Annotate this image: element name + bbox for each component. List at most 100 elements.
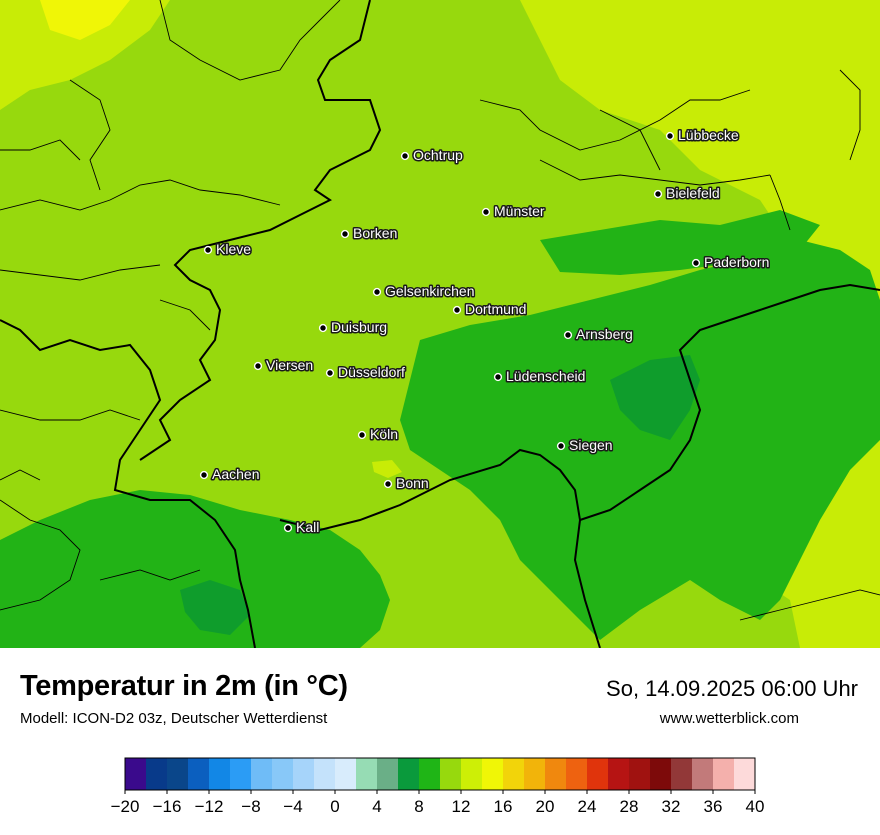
- legend-swatch: [713, 758, 735, 790]
- legend-swatch: [377, 758, 399, 790]
- city-dot: [203, 245, 213, 255]
- legend-swatch: [545, 758, 567, 790]
- legend-swatch: [251, 758, 273, 790]
- city-label: Bielefeld: [666, 185, 720, 201]
- city-label: Dortmund: [465, 301, 526, 317]
- city-dot: [283, 523, 293, 533]
- city-dot: [481, 207, 491, 217]
- city-marker: Kall: [283, 518, 321, 537]
- legend-tick-label: −16: [153, 797, 182, 816]
- city-label: Bonn: [396, 475, 429, 491]
- city-label: Borken: [353, 225, 397, 241]
- city-label: Arnsberg: [576, 326, 633, 342]
- city-marker: Siegen: [556, 436, 614, 455]
- city-marker: Arnsberg: [563, 325, 634, 344]
- legend-swatch: [692, 758, 714, 790]
- city-marker: Münster: [481, 202, 546, 221]
- city-marker: Köln: [357, 425, 400, 444]
- city-label: Paderborn: [704, 254, 769, 270]
- legend-tick-label: 12: [452, 797, 471, 816]
- temperature-zone-12c: [400, 240, 880, 640]
- map-canvas: Lübbecke Ochtrup Bielefeld Münster Borken Kle…: [0, 0, 880, 648]
- city-label: Ochtrup: [413, 147, 463, 163]
- district-borders: [0, 0, 880, 621]
- legend-swatch: [167, 758, 189, 790]
- city-dot: [340, 229, 350, 239]
- city-label: Viersen: [266, 357, 313, 373]
- city-marker: Bonn: [383, 474, 430, 493]
- legend-swatch: [314, 758, 336, 790]
- temperature-zone-10c-2: [180, 580, 250, 635]
- legend-swatch: [230, 758, 252, 790]
- city-marker: Lüdenscheid: [493, 367, 587, 386]
- city-label: Gelsenkirchen: [385, 283, 475, 299]
- legend-tick-label: 8: [414, 797, 423, 816]
- legend-tick-label: 24: [578, 797, 597, 816]
- city-dot: [253, 361, 263, 371]
- city-label: Siegen: [569, 437, 613, 453]
- city-marker: Lübbecke: [665, 126, 740, 145]
- model-source: Modell: ICON-D2 03z, Deutscher Wetterdie…: [20, 710, 328, 727]
- legend-swatch: [482, 758, 504, 790]
- legend-tick-label: 20: [536, 797, 555, 816]
- legend-tick-label: −4: [283, 797, 302, 816]
- legend-tick-label: 0: [330, 797, 339, 816]
- city-marker: Paderborn: [691, 253, 771, 272]
- city-dot: [556, 441, 566, 451]
- legend-swatch: [293, 758, 315, 790]
- city-dot: [199, 470, 209, 480]
- city-dot: [357, 430, 367, 440]
- city-label: Kleve: [216, 241, 251, 257]
- legend-swatch: [671, 758, 693, 790]
- legend-swatch: [566, 758, 588, 790]
- legend-swatch: [734, 758, 756, 790]
- city-marker: Viersen: [253, 356, 315, 375]
- legend-tick-label: −20: [111, 797, 140, 816]
- country-borders: [0, 0, 880, 648]
- temperature-zone-18c-nw: [40, 0, 130, 40]
- legend-swatch: [188, 758, 210, 790]
- temperature-zone-12c-lippe: [540, 210, 820, 275]
- website-link[interactable]: www.wetterblick.com: [659, 710, 799, 727]
- legend-swatch: [125, 758, 147, 790]
- city-marker: Düsseldorf: [325, 363, 407, 382]
- city-label: Duisburg: [331, 319, 387, 335]
- city-dot: [452, 305, 462, 315]
- legend-swatch: [608, 758, 630, 790]
- city-label: Aachen: [212, 466, 259, 482]
- valid-datetime: So, 14.09.2025 06:00 Uhr: [606, 676, 858, 701]
- temperature-map: Lübbecke Ochtrup Bielefeld Münster Borken Kle…: [0, 0, 880, 648]
- legend-swatch: [419, 758, 441, 790]
- legend-swatch: [629, 758, 651, 790]
- legend-tick-label: 28: [620, 797, 639, 816]
- city-marker: Dortmund: [452, 300, 528, 319]
- map-title: Temperatur in 2m (in °C): [20, 670, 348, 702]
- temperature-zone-10c: [610, 355, 700, 440]
- legend-canvas: −20 −16 −12 −8 −4 0 4 8 12 16 20 24 28 32 36 40: [111, 757, 764, 816]
- legend-frame: [124, 757, 756, 791]
- legend-swatch: [146, 758, 168, 790]
- city-dot: [372, 287, 382, 297]
- city-label: Düsseldorf: [338, 364, 405, 380]
- city-dot: [383, 479, 393, 489]
- legend-swatch: [398, 758, 420, 790]
- legend-swatch: [356, 758, 378, 790]
- legend-swatch: [503, 758, 525, 790]
- legend-swatch: [461, 758, 483, 790]
- legend-swatch: [209, 758, 231, 790]
- city-dot: [691, 258, 701, 268]
- temperature-zone-16c-nw: [0, 0, 170, 110]
- legend-swatch: [524, 758, 546, 790]
- legend-swatch: [650, 758, 672, 790]
- city-marker: Gelsenkirchen: [372, 282, 476, 301]
- city-label: Köln: [370, 426, 398, 442]
- city-marker: Duisburg: [318, 318, 389, 337]
- legend-swatch: [272, 758, 294, 790]
- city-marker: Borken: [340, 224, 399, 243]
- legend-tick-label: 16: [494, 797, 513, 816]
- temperature-zone-16c-bonn: [372, 460, 402, 478]
- city-label: Kall: [296, 519, 319, 535]
- city-marker: Kleve: [203, 240, 253, 259]
- city-dot: [318, 323, 328, 333]
- city-label: Lüdenscheid: [506, 368, 585, 384]
